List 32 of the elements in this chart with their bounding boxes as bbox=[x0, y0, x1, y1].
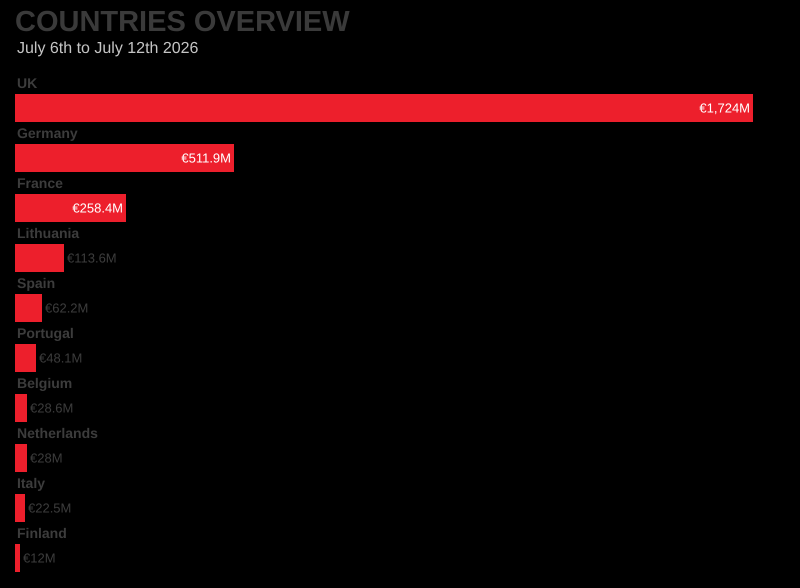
y-tick-label: Italy bbox=[17, 475, 46, 491]
data-label: €12M bbox=[23, 550, 56, 566]
bar bbox=[15, 94, 753, 122]
y-tick-label: UK bbox=[17, 75, 38, 91]
data-label: €258.4M bbox=[72, 200, 123, 216]
bar bbox=[15, 494, 25, 522]
bar bbox=[15, 294, 42, 322]
bar bbox=[15, 394, 27, 422]
data-label: €113.6M bbox=[67, 250, 117, 266]
bar bbox=[15, 144, 234, 172]
bar bbox=[15, 344, 36, 372]
y-tick-label: Portugal bbox=[17, 325, 74, 341]
y-tick-label: Belgium bbox=[17, 375, 72, 391]
y-tick-label: Germany bbox=[17, 125, 78, 141]
bar bbox=[15, 544, 20, 572]
y-tick-label: Netherlands bbox=[17, 425, 98, 441]
data-label: €1,724M bbox=[699, 100, 750, 116]
bar bbox=[15, 194, 126, 222]
data-label: €511.9M bbox=[181, 150, 231, 166]
y-tick-label: France bbox=[17, 175, 64, 191]
y-tick-label: Spain bbox=[17, 275, 56, 291]
y-tick-label: Finland bbox=[17, 525, 67, 541]
bar bbox=[15, 444, 27, 472]
chart-subtitle: July 6th to July 12th 2026 bbox=[17, 40, 199, 57]
bar bbox=[15, 244, 64, 272]
data-label: €28.6M bbox=[30, 400, 74, 416]
data-label: €48.1M bbox=[39, 350, 82, 366]
data-label: €62.2M bbox=[45, 300, 88, 316]
data-label: €28M bbox=[30, 450, 63, 466]
y-tick-label: Lithuania bbox=[17, 225, 80, 241]
chart-title: COUNTRIES OVERVIEW bbox=[15, 6, 350, 38]
data-label: €22.5M bbox=[28, 500, 72, 516]
